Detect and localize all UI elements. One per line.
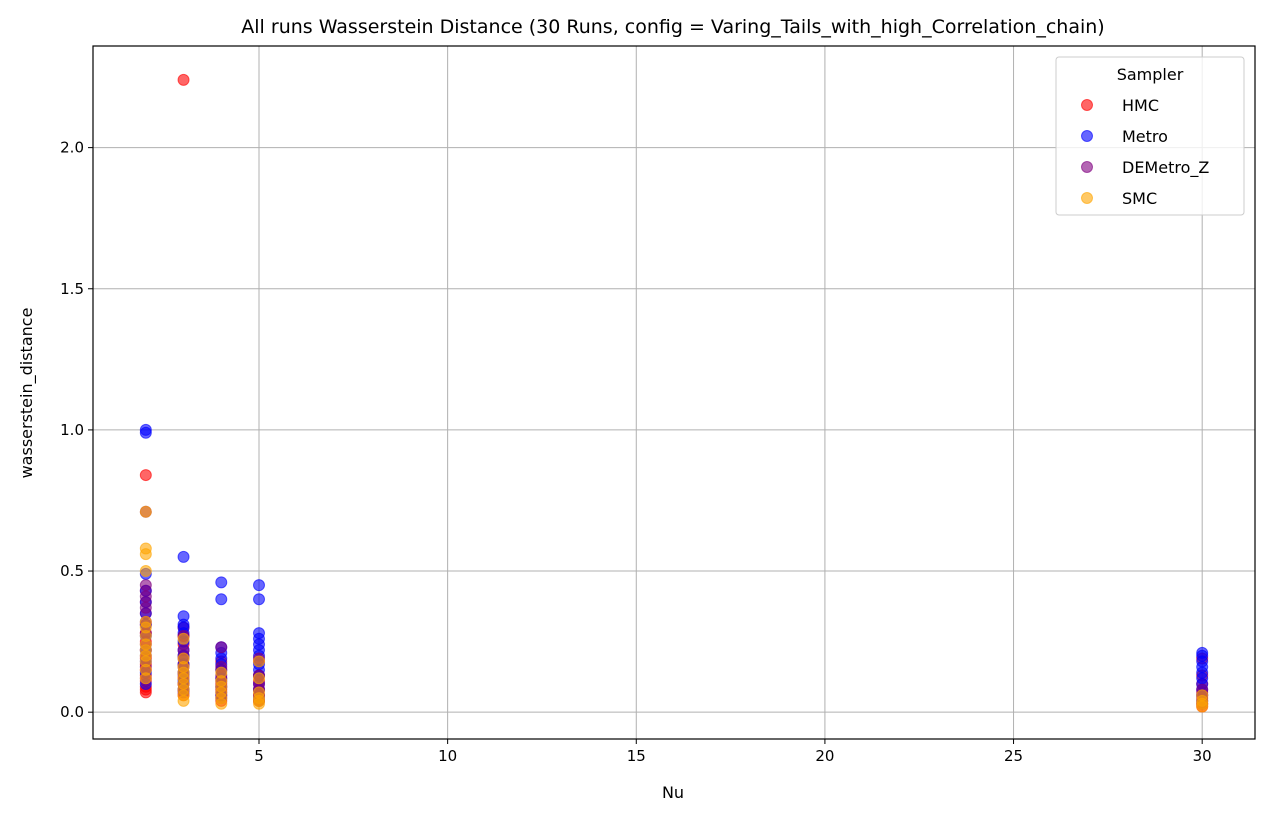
point-smc <box>253 686 265 699</box>
point-hmc <box>177 73 190 86</box>
data-points <box>139 73 1209 713</box>
legend-label-metro: Metro <box>1122 127 1168 146</box>
legend-marker-hmc <box>1081 99 1093 111</box>
x-tick-label: 25 <box>1004 747 1023 765</box>
point-metro <box>1196 646 1209 659</box>
x-tick-label: 10 <box>438 747 457 765</box>
legend: Sampler HMC Metro DEMetro_Z SMC <box>1055 56 1245 216</box>
point-smc <box>253 655 265 668</box>
point-smc <box>253 672 265 685</box>
y-tick-label: 0.5 <box>60 562 84 580</box>
legend-label-hmc: HMC <box>1122 96 1159 115</box>
plot-frame <box>92 45 1256 740</box>
legend-marker-smc <box>1081 192 1093 204</box>
point-metro <box>253 627 265 640</box>
y-tick-label: 0.0 <box>60 703 84 721</box>
point-demetro-z <box>139 579 152 592</box>
y-tick-label: 2.0 <box>60 139 84 157</box>
point-smc <box>1196 689 1209 702</box>
y-tick-label: 1.5 <box>60 280 84 298</box>
point-metro <box>215 593 228 606</box>
y-tick-label: 1.0 <box>60 421 84 439</box>
chart-title: All runs Wasserstein Distance (30 Runs, … <box>241 16 1104 38</box>
point-smc <box>139 565 152 578</box>
point-metro <box>177 550 190 563</box>
point-metro <box>215 576 228 589</box>
legend-box <box>1055 56 1245 216</box>
legend-label-demetro-z: DEMetro_Z <box>1122 158 1209 178</box>
x-tick-label: 15 <box>627 747 646 765</box>
point-smc <box>139 542 152 555</box>
point-smc <box>215 666 228 679</box>
legend-marker-metro <box>1081 130 1093 142</box>
legend-label-smc: SMC <box>1122 189 1157 208</box>
x-tick-label: 20 <box>815 747 834 765</box>
point-smc <box>139 615 152 628</box>
point-smc <box>177 652 190 665</box>
point-smc <box>139 505 152 518</box>
legend-marker-demetro-z <box>1081 161 1093 173</box>
point-metro <box>253 593 265 606</box>
point-metro <box>139 423 152 436</box>
x-tick-label: 5 <box>254 747 264 765</box>
point-metro <box>253 579 265 592</box>
point-smc <box>177 632 190 645</box>
point-demetro-z <box>215 641 228 654</box>
x-axis-label: Nu <box>662 783 684 802</box>
x-tick-label: 30 <box>1193 747 1212 765</box>
axis-ticks: 5 10 15 20 25 30 0.0 0.5 1.0 1.5 2.0 <box>60 139 1212 765</box>
point-hmc <box>139 469 152 482</box>
y-axis-label: wasserstein_distance <box>17 308 37 479</box>
point-metro <box>177 610 190 623</box>
legend-title: Sampler <box>1117 65 1184 84</box>
point-demetro-z <box>139 601 152 614</box>
point-demetro-z <box>139 590 152 603</box>
